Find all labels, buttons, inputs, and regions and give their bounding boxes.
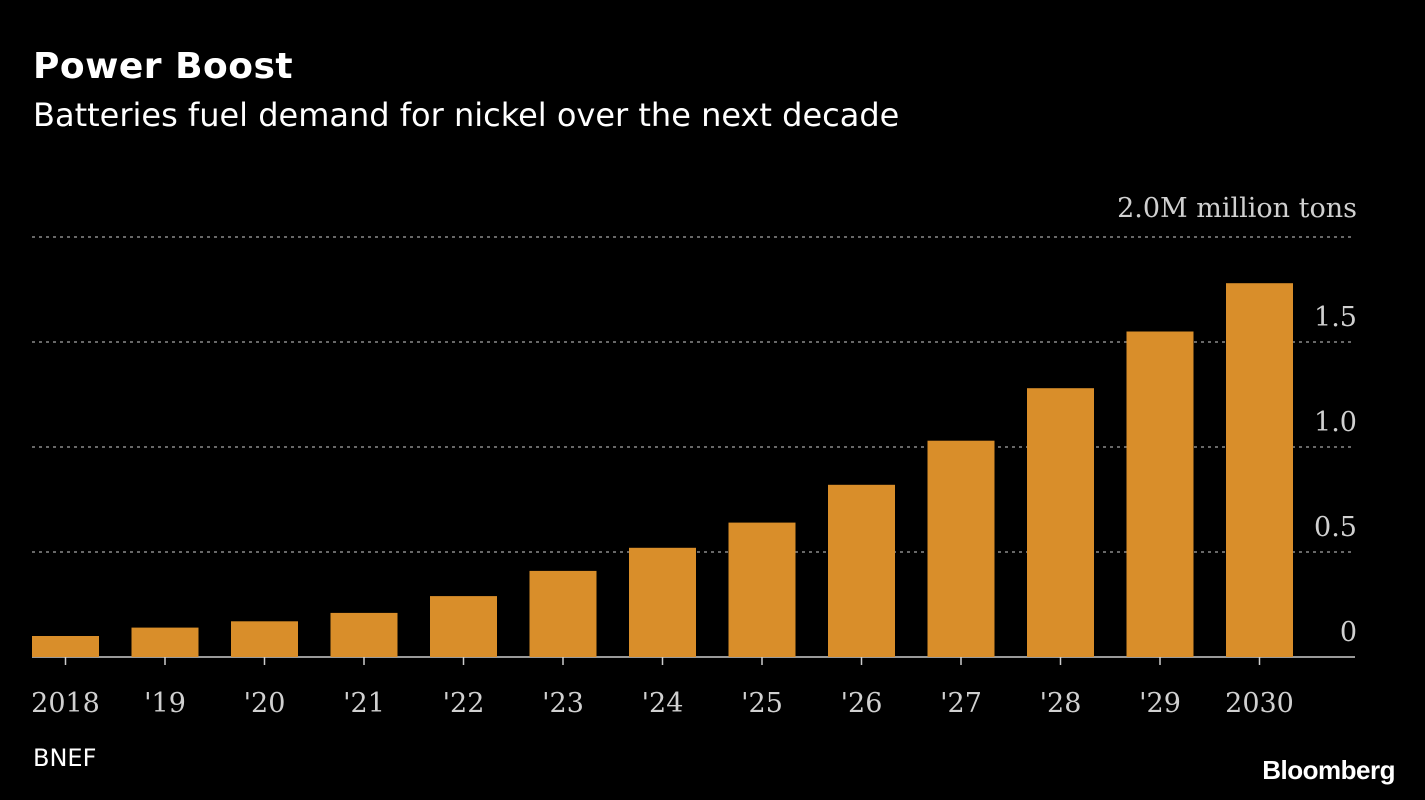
bar [330,612,398,657]
x-tick-label: '23 [542,688,584,719]
chart-title: Power Boost [33,46,294,87]
x-tick-label: '29 [1139,688,1181,719]
bar [131,627,199,657]
bar [32,636,99,657]
x-tick-label: '21 [343,688,385,719]
x-tick-label: '19 [144,688,186,719]
bar [430,596,497,657]
bar [1126,331,1194,657]
bar [728,522,796,657]
x-tick-labels: 2018 '19 '20 '21 '22 '23 '24 '25 '26 '27 '28 '29 203… [31,657,1294,719]
x-tick-label: '22 [443,688,485,719]
x-tick-label: 2018 [31,688,100,719]
x-tick-label: 2030 [1225,688,1294,719]
y-tick-label: 2.0M million tons [1117,193,1357,224]
source-label: BNEF [33,744,97,772]
bars [32,283,1293,657]
bar [828,484,895,657]
bar [231,621,298,657]
x-tick-label: '26 [841,688,883,719]
bar [629,547,696,657]
x-tick-label: '28 [1040,688,1082,719]
bloomberg-logo: Bloomberg [1262,755,1395,785]
y-tick-labels: 0 0.5 1.0 1.5 2.0M million tons [1117,193,1357,648]
bar [1027,388,1094,657]
x-tick-label: '25 [741,688,783,719]
y-tick-label: 0 [1340,617,1357,648]
x-tick-label: '24 [642,688,684,719]
y-tick-label: 0.5 [1314,512,1357,543]
x-tick-label: '27 [940,688,982,719]
bar [927,440,995,657]
y-tick-label: 1.5 [1314,302,1357,333]
x-tick-label: '20 [244,688,286,719]
chart-subtitle: Batteries fuel demand for nickel over th… [33,96,900,134]
bar [529,570,597,657]
bar [1226,283,1293,657]
y-tick-label: 1.0 [1314,407,1357,438]
